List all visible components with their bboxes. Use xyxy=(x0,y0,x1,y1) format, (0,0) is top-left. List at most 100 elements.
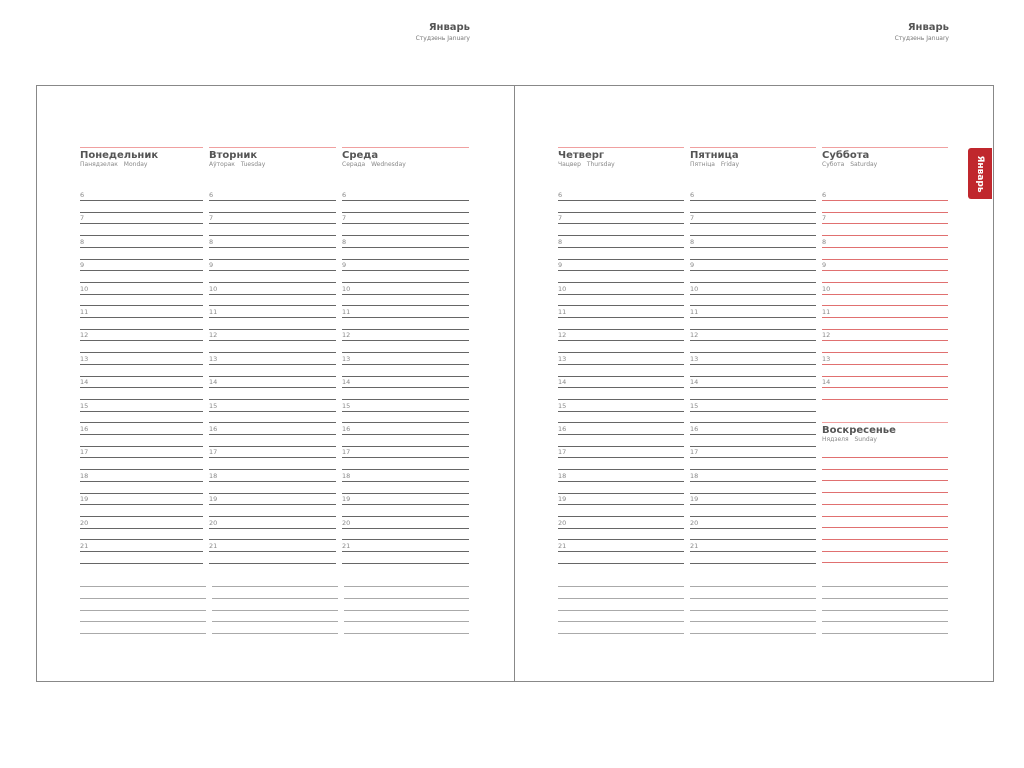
half-hour-line[interactable] xyxy=(690,328,816,330)
half-hour-line[interactable] xyxy=(342,422,469,424)
half-hour-line[interactable] xyxy=(690,305,816,307)
hour-line[interactable] xyxy=(558,434,684,435)
half-hour-line[interactable] xyxy=(822,281,948,283)
hour-line[interactable] xyxy=(80,317,203,318)
notes-line[interactable] xyxy=(344,586,469,587)
hour-line[interactable] xyxy=(209,270,336,272)
notes-line[interactable] xyxy=(690,609,816,611)
half-hour-line[interactable] xyxy=(80,539,203,541)
hour-line[interactable] xyxy=(822,387,948,389)
notes-line[interactable] xyxy=(558,586,684,587)
notes-line[interactable] xyxy=(344,633,469,634)
half-hour-line[interactable] xyxy=(690,492,816,494)
half-hour-line[interactable] xyxy=(80,515,203,517)
hour-line[interactable] xyxy=(80,200,203,201)
sunday-line[interactable] xyxy=(822,503,948,505)
half-hour-line[interactable] xyxy=(690,469,816,471)
hour-line[interactable] xyxy=(209,387,336,389)
hour-line[interactable] xyxy=(209,317,336,318)
hour-line[interactable] xyxy=(209,480,336,482)
hour-line[interactable] xyxy=(558,246,684,248)
half-hour-line[interactable] xyxy=(342,515,469,517)
hour-line[interactable] xyxy=(690,223,816,225)
hour-line[interactable] xyxy=(80,434,203,435)
hour-line[interactable] xyxy=(80,387,203,389)
hour-line[interactable] xyxy=(690,527,816,529)
hour-line[interactable] xyxy=(690,434,816,435)
half-hour-line[interactable] xyxy=(209,235,336,237)
hour-line[interactable] xyxy=(80,480,203,482)
half-hour-line[interactable] xyxy=(209,445,336,447)
hour-line[interactable] xyxy=(690,387,816,389)
notes-line[interactable] xyxy=(80,633,206,634)
sunday-line[interactable] xyxy=(822,468,948,470)
half-hour-line[interactable] xyxy=(209,328,336,330)
notes-line[interactable] xyxy=(344,609,469,611)
half-hour-line[interactable] xyxy=(342,469,469,471)
hour-line[interactable] xyxy=(690,363,816,365)
notes-line[interactable] xyxy=(690,586,816,587)
sunday-line[interactable] xyxy=(822,515,948,517)
half-hour-line[interactable] xyxy=(822,258,948,260)
half-hour-line[interactable] xyxy=(80,281,203,283)
hour-line[interactable] xyxy=(342,317,469,318)
notes-line[interactable] xyxy=(822,633,948,634)
hour-line[interactable] xyxy=(690,410,816,412)
half-hour-line[interactable] xyxy=(558,258,684,260)
half-hour-line[interactable] xyxy=(558,539,684,541)
half-hour-line[interactable] xyxy=(80,398,203,400)
half-hour-line[interactable] xyxy=(209,515,336,517)
half-hour-line[interactable] xyxy=(822,305,948,307)
notes-line[interactable] xyxy=(80,609,206,611)
notes-line[interactable] xyxy=(822,597,948,599)
hour-line[interactable] xyxy=(342,363,469,365)
half-hour-line[interactable] xyxy=(822,328,948,330)
hour-line[interactable] xyxy=(342,504,469,506)
half-hour-line[interactable] xyxy=(822,235,948,237)
hour-line[interactable] xyxy=(80,293,203,295)
half-hour-line[interactable] xyxy=(690,352,816,354)
hour-line[interactable] xyxy=(80,246,203,248)
notes-line[interactable] xyxy=(822,586,948,587)
half-hour-line[interactable] xyxy=(209,492,336,494)
half-hour-line[interactable] xyxy=(342,352,469,354)
hour-line[interactable] xyxy=(558,293,684,295)
half-hour-line[interactable] xyxy=(342,235,469,237)
hour-line[interactable] xyxy=(80,551,203,552)
half-hour-line[interactable] xyxy=(690,539,816,541)
hour-line[interactable] xyxy=(558,363,684,365)
hour-line[interactable] xyxy=(209,363,336,365)
notes-line[interactable] xyxy=(558,597,684,599)
half-hour-line[interactable] xyxy=(558,515,684,517)
notes-line[interactable] xyxy=(690,597,816,599)
hour-line[interactable] xyxy=(558,340,684,342)
hour-line[interactable] xyxy=(342,551,469,552)
half-hour-line[interactable] xyxy=(558,398,684,400)
hour-line[interactable] xyxy=(209,410,336,412)
hour-line[interactable] xyxy=(209,223,336,225)
hour-line[interactable] xyxy=(209,457,336,459)
hour-line[interactable] xyxy=(80,410,203,412)
hour-line[interactable] xyxy=(822,293,948,295)
hour-line[interactable] xyxy=(342,223,469,225)
half-hour-line[interactable] xyxy=(690,445,816,447)
half-hour-line[interactable] xyxy=(80,445,203,447)
notes-line[interactable] xyxy=(80,586,206,587)
half-hour-line[interactable] xyxy=(822,375,948,377)
hour-line[interactable] xyxy=(342,270,469,272)
hour-line[interactable] xyxy=(690,457,816,459)
notes-line[interactable] xyxy=(212,609,338,611)
half-hour-line[interactable] xyxy=(558,422,684,424)
hour-line[interactable] xyxy=(342,340,469,342)
notes-line[interactable] xyxy=(558,621,684,623)
hour-line[interactable] xyxy=(558,527,684,529)
notes-line[interactable] xyxy=(80,621,206,623)
hour-line[interactable] xyxy=(209,293,336,295)
sunday-line[interactable] xyxy=(822,492,948,494)
sunday-line[interactable] xyxy=(822,550,948,552)
half-hour-line[interactable] xyxy=(80,258,203,260)
hour-line[interactable] xyxy=(690,340,816,342)
hour-line[interactable] xyxy=(209,200,336,201)
hour-line[interactable] xyxy=(690,200,816,201)
half-hour-line[interactable] xyxy=(209,375,336,377)
